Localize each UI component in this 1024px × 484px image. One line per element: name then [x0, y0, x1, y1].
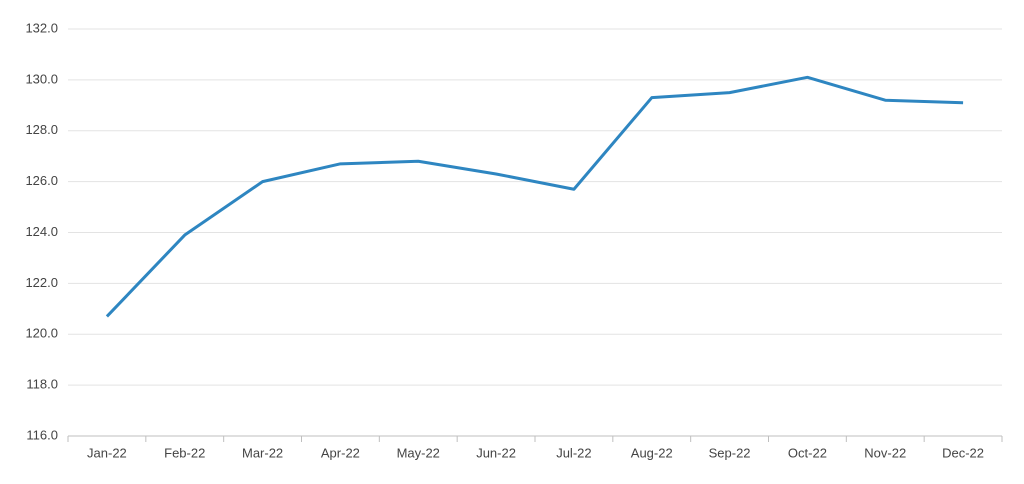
x-tick-label: Jun-22 [476, 445, 516, 460]
x-tick-label: Jul-22 [556, 445, 591, 460]
x-tick-label: Apr-22 [321, 445, 360, 460]
x-tick-label: Nov-22 [864, 445, 906, 460]
y-tick-label: 130.0 [25, 71, 58, 86]
y-tick-label: 124.0 [25, 224, 58, 239]
y-tick-label: 116.0 [26, 427, 58, 442]
y-tick-label: 126.0 [25, 173, 58, 188]
x-tick-label: Jan-22 [87, 445, 127, 460]
x-tick-label: Sep-22 [709, 445, 751, 460]
y-tick-label: 120.0 [25, 326, 58, 341]
x-tick-label: Feb-22 [164, 445, 205, 460]
x-tick-label: Aug-22 [631, 445, 673, 460]
x-tick-label: May-22 [397, 445, 440, 460]
data-line [105, 75, 964, 318]
y-tick-label: 122.0 [25, 275, 58, 290]
x-tick-label: Mar-22 [242, 445, 283, 460]
y-tick-label: 132.0 [25, 20, 58, 35]
x-tick-label: Oct-22 [788, 445, 827, 460]
y-tick-label: 128.0 [25, 122, 58, 137]
y-tick-label: 118.0 [26, 377, 58, 392]
x-tick-label: Dec-22 [942, 445, 984, 460]
